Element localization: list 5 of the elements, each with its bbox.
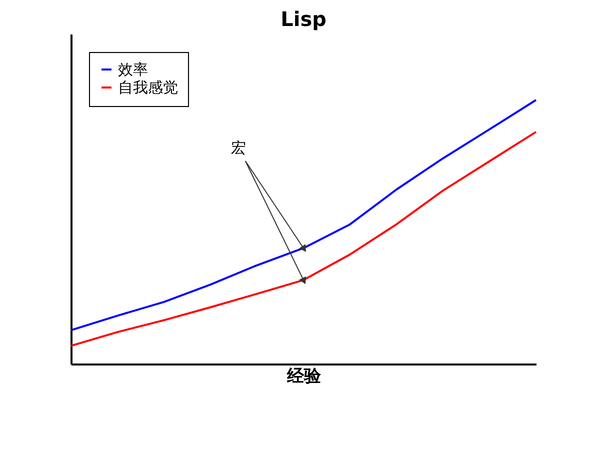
legend-label: 效率: [118, 60, 148, 78]
annotation: 宏: [230, 138, 246, 157]
legend-label: 自我感觉: [118, 78, 178, 96]
x-axis-title: 经验: [286, 366, 322, 386]
chart-title: Lisp: [280, 7, 326, 31]
